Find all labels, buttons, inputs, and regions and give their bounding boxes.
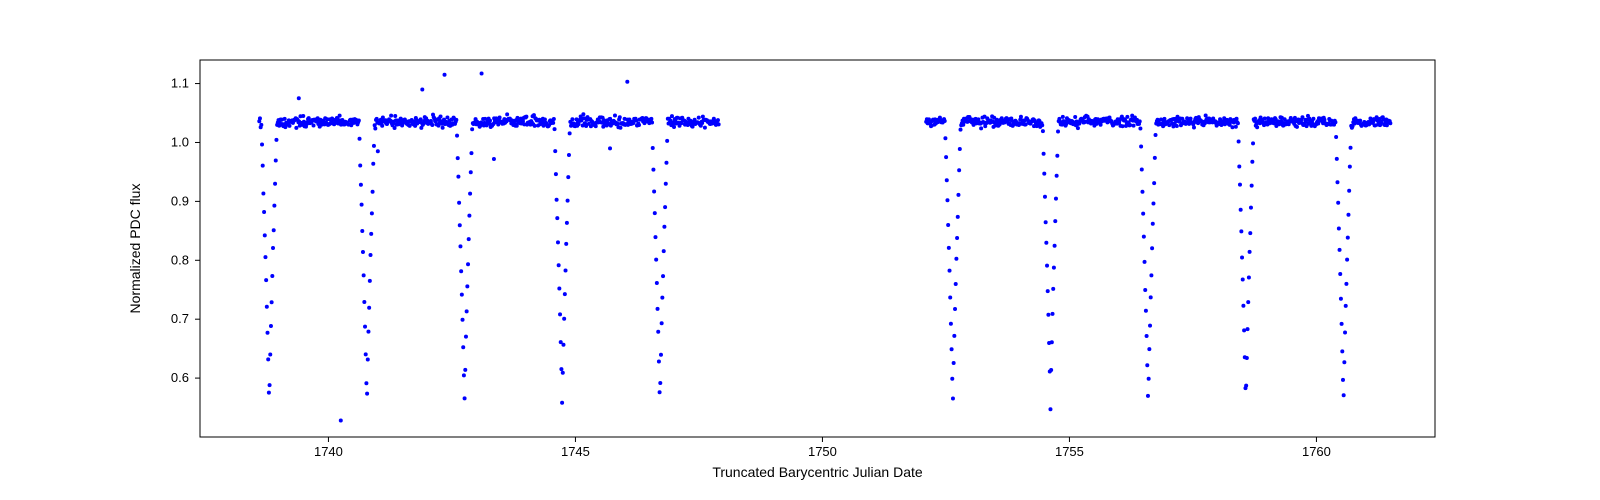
x-axis-label: Truncated Barycentric Julian Date [712, 464, 923, 480]
x-tick-label: 1760 [1302, 444, 1331, 459]
y-tick-label: 0.7 [171, 311, 189, 326]
y-axis-label: Normalized PDC flux [127, 184, 143, 314]
y-tick-label: 0.6 [171, 370, 189, 385]
x-tick-label: 1740 [314, 444, 343, 459]
y-tick-label: 0.8 [171, 252, 189, 267]
y-tick-label: 0.9 [171, 193, 189, 208]
x-tick-label: 1745 [561, 444, 590, 459]
chart-svg: 1740 1745 1750 1755 1760 0.6 0.7 0.8 0.9 1.0 1.1 Tr… [0, 0, 1600, 500]
x-tick-label: 1750 [808, 444, 837, 459]
y-tick-label: 1.1 [171, 76, 189, 91]
y-tick-label: 1.0 [171, 134, 189, 149]
x-tick-label: 1755 [1055, 444, 1084, 459]
lightcurve-chart: 1740 1745 1750 1755 1760 0.6 0.7 0.8 0.9 1.0 1.1 Tr… [0, 0, 1600, 500]
